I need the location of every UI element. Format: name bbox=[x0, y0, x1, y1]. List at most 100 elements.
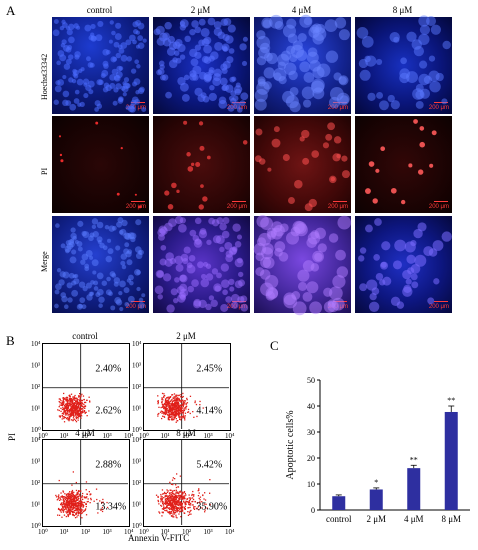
flow-event-dot bbox=[77, 413, 79, 415]
flow-event-dot bbox=[80, 405, 83, 407]
cell-dot bbox=[277, 61, 287, 70]
flow-event-dot bbox=[62, 506, 65, 508]
flow-event-dot bbox=[73, 491, 75, 493]
flow-title-4um: 4 μM bbox=[75, 428, 95, 438]
flow-event-dot bbox=[178, 507, 180, 509]
column-label-8um: 8 μM bbox=[392, 5, 413, 15]
flow-event-dot bbox=[72, 505, 74, 507]
flow-event-dot bbox=[194, 401, 196, 404]
flow-event-dot bbox=[71, 414, 73, 416]
cell-dot bbox=[166, 304, 175, 313]
quadrant-lower-right-percent: 13.34% bbox=[95, 502, 126, 513]
flow-event-dot bbox=[60, 402, 62, 404]
y-tick-label: 10⁰ bbox=[31, 522, 41, 530]
cell-dot bbox=[124, 242, 130, 248]
flow-event-dot bbox=[69, 491, 71, 493]
flow-event-dot bbox=[169, 414, 172, 416]
cell-dot bbox=[365, 188, 371, 194]
cell-dot bbox=[120, 253, 128, 260]
flow-event-dot bbox=[175, 486, 178, 489]
category-label: 4 μM bbox=[404, 514, 424, 524]
flow-event-dot bbox=[183, 508, 186, 510]
flow-event-dot bbox=[70, 402, 72, 404]
flow-event-dot bbox=[83, 505, 85, 507]
flow-event-dot bbox=[176, 404, 179, 406]
flow-event-dot bbox=[157, 400, 159, 402]
y-tick-label: 10³ bbox=[132, 362, 141, 370]
flow-event-dot bbox=[64, 503, 67, 506]
cell-dot bbox=[419, 60, 428, 69]
flow-event-dot bbox=[68, 416, 71, 418]
flow-event-dot bbox=[166, 491, 169, 493]
flow-event-dot bbox=[80, 410, 82, 413]
cell-dot bbox=[222, 84, 229, 91]
flow-event-dot bbox=[175, 490, 177, 492]
cell-dot bbox=[306, 281, 319, 294]
flow-event-dot bbox=[86, 496, 88, 498]
cell-dot bbox=[98, 296, 105, 303]
flow-event-dot bbox=[176, 399, 178, 401]
flow-event-dot bbox=[166, 399, 168, 401]
flow-event-dot bbox=[63, 501, 66, 503]
flow-event-dot bbox=[64, 493, 66, 495]
flow-event-dot bbox=[196, 415, 198, 418]
cell-dot bbox=[111, 30, 116, 36]
flow-event-dot bbox=[66, 502, 68, 504]
cell-dot bbox=[116, 65, 123, 72]
cell-dot bbox=[255, 128, 263, 136]
flow-event-dot bbox=[206, 507, 208, 509]
flow-event-dot bbox=[66, 404, 68, 406]
cell-dot bbox=[415, 100, 424, 109]
flow-event-dot bbox=[61, 504, 63, 506]
flow-event-dot bbox=[73, 503, 76, 506]
flow-event-dot bbox=[69, 394, 71, 396]
flow-event-dot bbox=[78, 409, 81, 411]
flow-event-dot bbox=[172, 514, 174, 516]
panel-c-letter: C bbox=[270, 338, 279, 353]
flow-event-dot bbox=[174, 498, 176, 500]
cell-dot bbox=[441, 231, 452, 242]
flow-event-dot bbox=[74, 502, 76, 504]
flow-event-dot bbox=[172, 510, 174, 512]
flow-event-dot bbox=[178, 394, 180, 397]
flow-event-dot bbox=[198, 488, 200, 490]
flow-event-dot bbox=[157, 400, 159, 403]
cell-dot bbox=[441, 98, 448, 105]
flow-event-dot bbox=[74, 517, 77, 519]
flow-event-dot bbox=[64, 416, 66, 419]
flow-event-dot bbox=[175, 514, 177, 516]
cell-dot bbox=[123, 232, 131, 240]
micrograph-pi-control: 200 μm bbox=[52, 116, 149, 213]
flow-event-dot bbox=[70, 491, 73, 493]
flow-event-dot bbox=[180, 396, 182, 398]
cell-dot bbox=[53, 19, 59, 25]
scale-bar bbox=[434, 201, 448, 202]
flow-event-dot bbox=[190, 513, 192, 515]
cell-dot bbox=[187, 166, 194, 172]
cell-dot bbox=[180, 253, 189, 262]
cell-dot bbox=[419, 88, 431, 99]
flow-event-dot bbox=[176, 495, 178, 497]
flow-event-dot bbox=[77, 497, 80, 499]
cell-dot bbox=[222, 289, 228, 296]
flow-event-dot bbox=[201, 507, 203, 509]
flow-event-dot bbox=[58, 507, 60, 510]
flow-event-dot bbox=[69, 395, 71, 398]
flow-event-dot bbox=[85, 508, 87, 510]
flow-event-dot bbox=[175, 410, 177, 412]
flow-event-dot bbox=[181, 412, 183, 414]
flow-event-dot bbox=[189, 499, 191, 501]
flow-event-dot bbox=[168, 398, 170, 400]
flow-event-dot bbox=[165, 410, 167, 412]
flow-event-dot bbox=[158, 406, 160, 408]
flow-event-dot bbox=[167, 400, 169, 402]
cell-dot bbox=[262, 256, 275, 269]
flow-event-dot bbox=[160, 495, 162, 497]
flow-event-dot bbox=[67, 402, 69, 404]
flow-event-dot bbox=[165, 413, 167, 415]
cell-dot bbox=[297, 33, 307, 42]
cell-dot bbox=[304, 203, 313, 212]
flow-event-dot bbox=[65, 397, 67, 399]
cell-dot bbox=[88, 35, 94, 41]
flow-plot-4um bbox=[42, 439, 130, 527]
